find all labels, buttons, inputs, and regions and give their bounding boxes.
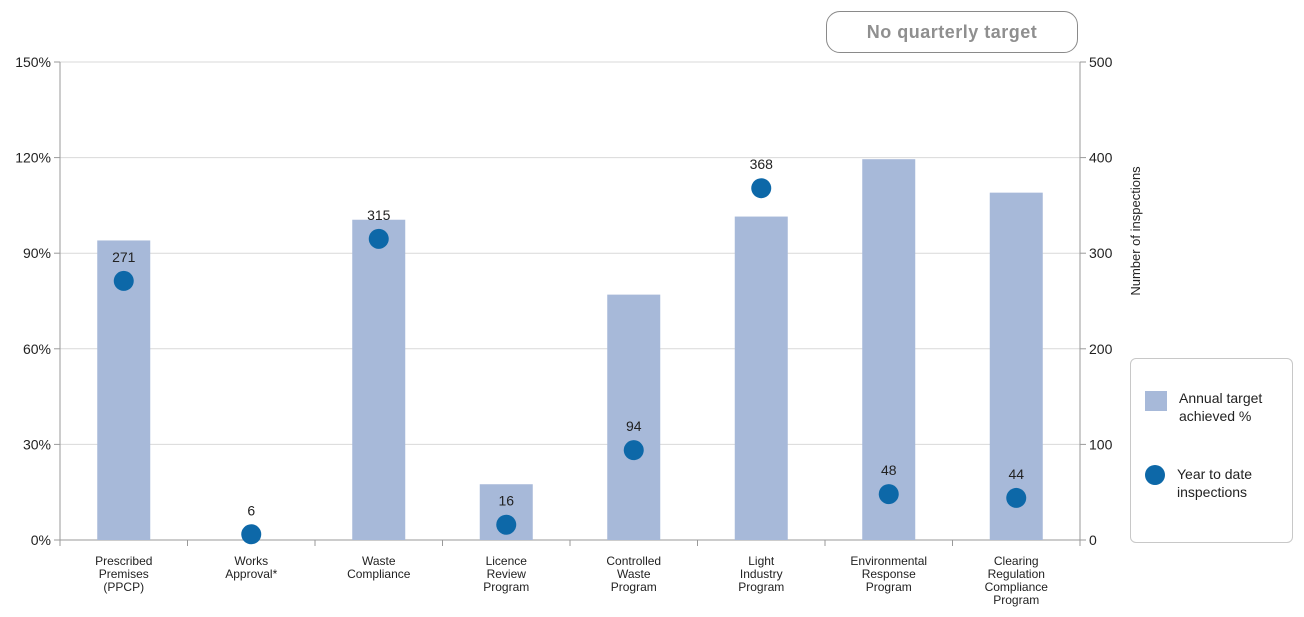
legend-item-bar: Annual target achieved % bbox=[1145, 389, 1279, 425]
category-label: Controlled bbox=[606, 554, 661, 568]
right-tick-label: 100 bbox=[1089, 436, 1113, 452]
badge-label: No quarterly target bbox=[866, 21, 1038, 42]
bar bbox=[607, 294, 661, 540]
no-quarterly-target-badge: No quarterly target bbox=[826, 11, 1078, 53]
inspection-point bbox=[1006, 487, 1027, 508]
left-tick-label: 60% bbox=[23, 341, 51, 357]
category-label: Waste bbox=[617, 567, 651, 581]
category-label: Program bbox=[611, 580, 657, 594]
category-label: Waste bbox=[362, 554, 396, 568]
category-label: Clearing bbox=[994, 554, 1039, 568]
left-tick-label: 30% bbox=[23, 436, 51, 452]
point-data-label: 271 bbox=[112, 249, 136, 265]
category-label: Response bbox=[862, 567, 916, 581]
legend-item-dot: Year to date inspections bbox=[1145, 465, 1277, 501]
right-tick-label: 300 bbox=[1089, 245, 1113, 261]
bar bbox=[352, 219, 406, 541]
left-tick-label: 90% bbox=[23, 245, 51, 261]
category-label: Review bbox=[487, 567, 527, 581]
category-label: Industry bbox=[740, 567, 783, 581]
point-data-label: 94 bbox=[626, 418, 642, 434]
right-tick-label: 200 bbox=[1089, 341, 1113, 357]
category-label: Environmental bbox=[850, 554, 927, 568]
point-data-label: 48 bbox=[881, 462, 897, 478]
inspection-point bbox=[113, 270, 134, 291]
bar bbox=[989, 192, 1043, 541]
point-data-label: 6 bbox=[247, 502, 255, 518]
category-label: Premises bbox=[99, 567, 149, 581]
category-label: Program bbox=[483, 580, 529, 594]
left-tick-label: 150% bbox=[15, 54, 51, 70]
category-label: Compliance bbox=[347, 567, 411, 581]
bar bbox=[862, 159, 916, 540]
inspection-point bbox=[623, 440, 644, 461]
point-data-label: 368 bbox=[750, 156, 774, 172]
legend-bar-label: Annual target achieved % bbox=[1179, 390, 1263, 424]
category-label: Program bbox=[866, 580, 912, 594]
category-label: Program bbox=[738, 580, 784, 594]
category-label: Prescribed bbox=[95, 554, 152, 568]
right-tick-label: 500 bbox=[1089, 54, 1113, 70]
bar bbox=[734, 216, 788, 540]
chart-legend: Annual target achieved % Year to date in… bbox=[1130, 358, 1293, 543]
right-tick-label: 400 bbox=[1089, 150, 1113, 166]
right-axis-title: Number of inspections bbox=[1128, 166, 1143, 296]
legend-dot-label: Year to date inspections bbox=[1177, 466, 1252, 500]
category-label: (PPCP) bbox=[103, 580, 144, 594]
left-tick-label: 120% bbox=[15, 150, 51, 166]
category-label: Program bbox=[993, 593, 1039, 607]
category-label: Regulation bbox=[988, 567, 1045, 581]
category-label: Works bbox=[234, 554, 268, 568]
inspection-point bbox=[241, 524, 262, 545]
left-tick-label: 0% bbox=[31, 532, 51, 548]
legend-dot-swatch bbox=[1145, 465, 1165, 485]
category-label: Approval* bbox=[225, 567, 277, 581]
inspection-point bbox=[751, 178, 772, 199]
category-label: Licence bbox=[486, 554, 528, 568]
inspection-point bbox=[496, 514, 517, 535]
legend-bar-swatch bbox=[1145, 391, 1167, 411]
point-data-label: 44 bbox=[1008, 466, 1024, 482]
inspection-point bbox=[368, 228, 389, 249]
category-label: Light bbox=[748, 554, 775, 568]
point-data-label: 16 bbox=[498, 493, 514, 509]
right-tick-label: 0 bbox=[1089, 532, 1097, 548]
point-data-label: 315 bbox=[367, 207, 391, 223]
inspection-point bbox=[878, 484, 899, 505]
category-label: Compliance bbox=[985, 580, 1049, 594]
